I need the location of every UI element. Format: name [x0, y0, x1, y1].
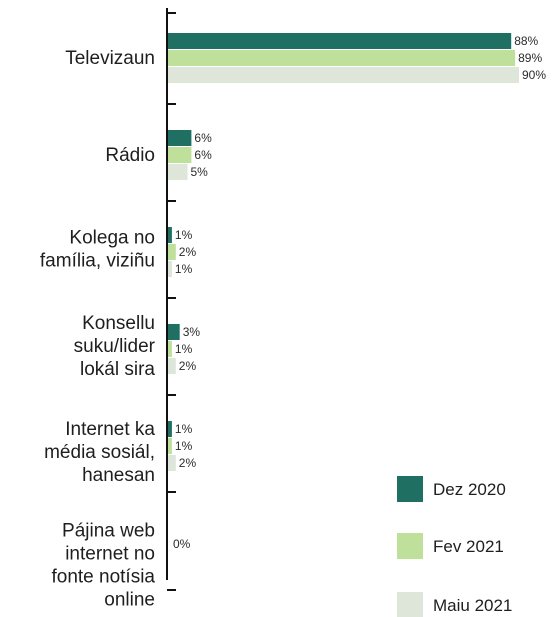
- data-label: 2%: [179, 245, 197, 259]
- legend-label: Fev 2021: [433, 537, 504, 556]
- category-label: Kolega no: [69, 228, 155, 249]
- data-label: 1%: [175, 228, 193, 242]
- bar: [168, 324, 180, 340]
- category-label: lokál sira: [80, 359, 155, 380]
- bar: [168, 227, 172, 243]
- data-label: 6%: [194, 131, 212, 145]
- data-label: 88%: [514, 34, 538, 48]
- category-label: família, viziñu: [40, 251, 155, 272]
- bar: [168, 341, 172, 357]
- bar: [168, 455, 176, 471]
- bar: [168, 438, 172, 454]
- legend-label: Maiu 2021: [433, 596, 512, 615]
- legend-swatch: [397, 476, 423, 502]
- bar: [168, 130, 192, 146]
- data-label: 1%: [175, 439, 193, 453]
- category-label: Internet ka: [65, 419, 155, 440]
- bar: [168, 421, 172, 437]
- data-label: 1%: [175, 262, 193, 276]
- data-label: 1%: [175, 342, 193, 356]
- data-label: 90%: [522, 68, 546, 82]
- legend-label: Dez 2020: [433, 480, 506, 499]
- category-label: Konsellu: [82, 313, 155, 334]
- category-label: Televizaun: [65, 48, 155, 69]
- category-label: Rádio: [105, 145, 155, 166]
- bar: [168, 358, 176, 374]
- bar: [168, 261, 172, 277]
- data-label: 2%: [179, 456, 197, 470]
- data-label: 3%: [183, 325, 201, 339]
- bar: [168, 50, 516, 66]
- bar: [168, 244, 176, 260]
- legend-swatch: [397, 592, 423, 617]
- bar: [168, 147, 192, 163]
- bar: [168, 33, 512, 49]
- data-label: 0%: [173, 537, 191, 551]
- bar: [168, 164, 188, 180]
- category-label: hanesan: [82, 465, 155, 486]
- legend-swatch: [397, 533, 423, 559]
- category-label: internet no: [65, 544, 155, 565]
- data-label: 89%: [518, 51, 542, 65]
- category-label: média sosiál,: [44, 442, 155, 463]
- data-label: 2%: [179, 359, 197, 373]
- data-label: 1%: [175, 422, 193, 436]
- data-label: 5%: [191, 165, 209, 179]
- category-label: online: [104, 590, 155, 611]
- category-label: fonte notísia: [51, 567, 155, 588]
- bar: [168, 67, 519, 83]
- category-label: Pájina web: [62, 521, 155, 542]
- category-label: suku/lider: [74, 336, 156, 357]
- data-label: 6%: [194, 148, 212, 162]
